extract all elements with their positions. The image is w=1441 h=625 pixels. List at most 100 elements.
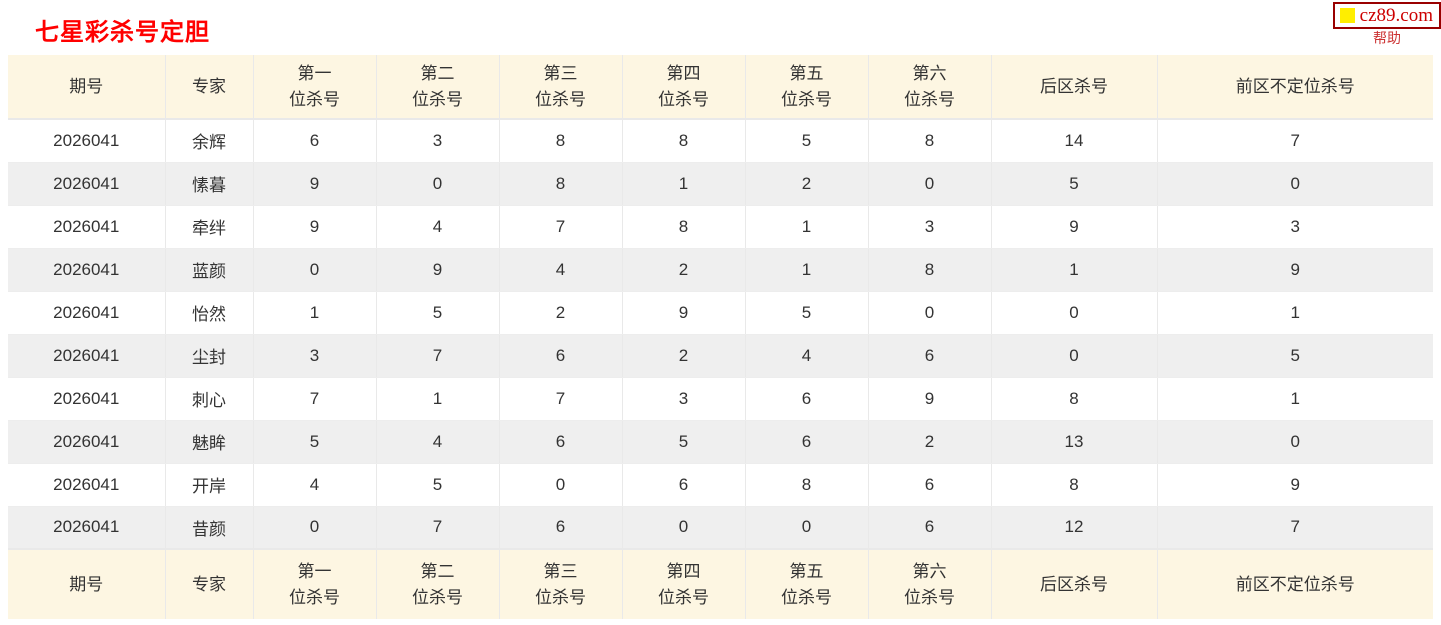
table-row: 2026041 余辉 6 3 8 8 5 8 14 7 [8, 119, 1433, 163]
table-row: 2026041 牵绊 9 4 7 8 1 3 9 3 [8, 205, 1433, 249]
kill-value-cell: 8 [745, 463, 869, 507]
kill-value-cell: 7 [499, 205, 623, 249]
kill-value-cell: 6 [868, 463, 992, 507]
kill-value-cell: 7 [376, 334, 500, 378]
col-header-pos6: 第六 位杀号 [868, 548, 992, 619]
kill-value-cell: 8 [622, 119, 746, 163]
col-header-pos6: 第六 位杀号 [868, 55, 992, 120]
kill-value-cell: 8 [868, 248, 992, 292]
kill-value-cell: 5 [376, 463, 500, 507]
expert-cell: 刺心 [165, 377, 254, 421]
logo-square-icon [1339, 8, 1355, 23]
col-header-pos3: 第三 位杀号 [499, 548, 623, 619]
table-row: 2026041 魅眸 5 4 6 5 6 2 13 0 [8, 420, 1433, 464]
kill-value-cell: 6 [499, 420, 623, 464]
col-header-backzone: 后区杀号 [991, 55, 1158, 120]
kill-value-cell: 8 [868, 119, 992, 163]
table-row: 2026041 开岸 4 5 0 6 8 6 8 9 [8, 463, 1433, 507]
kill-value-cell: 3 [376, 119, 500, 163]
kill-value-cell: 7 [376, 506, 500, 550]
kill-value-cell: 0 [1157, 420, 1433, 464]
expert-cell: 余辉 [165, 119, 254, 163]
period-cell: 2026041 [8, 334, 166, 378]
kill-value-cell: 9 [253, 205, 377, 249]
kill-value-cell: 0 [868, 291, 992, 335]
kill-value-cell: 1 [991, 248, 1158, 292]
col-header-period: 期号 [8, 548, 166, 619]
header-row: 期号 专家 第一 位杀号 第二 位杀号 第三 位杀号 第四 位杀号 第五 位杀号 第六 位杀号 后区杀号 前区… [8, 55, 1433, 120]
kill-value-cell: 7 [1157, 506, 1433, 550]
expert-cell: 开岸 [165, 463, 254, 507]
kill-value-cell: 5 [376, 291, 500, 335]
kill-value-cell: 4 [499, 248, 623, 292]
kill-value-cell: 4 [745, 334, 869, 378]
col-header-expert: 专家 [165, 548, 254, 619]
kill-value-cell: 0 [745, 506, 869, 550]
kill-value-cell: 5 [253, 420, 377, 464]
kill-value-cell: 6 [745, 377, 869, 421]
expert-cell: 魅眸 [165, 420, 254, 464]
period-cell: 2026041 [8, 291, 166, 335]
kill-value-cell: 0 [1157, 162, 1433, 206]
kill-value-cell: 6 [745, 420, 869, 464]
table-row: 2026041 怡然 1 5 2 9 5 0 0 1 [8, 291, 1433, 335]
col-header-pos1: 第一 位杀号 [253, 548, 377, 619]
col-header-expert: 专家 [165, 55, 254, 120]
kill-value-cell: 0 [253, 506, 377, 550]
kill-value-cell: 5 [745, 119, 869, 163]
table-row: 2026041 蓝颜 0 9 4 2 1 8 1 9 [8, 248, 1433, 292]
kill-value-cell: 5 [1157, 334, 1433, 378]
kill-value-cell: 9 [253, 162, 377, 206]
expert-cell: 愫暮 [165, 162, 254, 206]
expert-cell: 怡然 [165, 291, 254, 335]
table-row: 2026041 刺心 7 1 7 3 6 9 8 1 [8, 377, 1433, 421]
kill-value-cell: 2 [868, 420, 992, 464]
period-cell: 2026041 [8, 248, 166, 292]
col-header-frontzone: 前区不定位杀号 [1157, 55, 1433, 120]
kill-value-cell: 0 [253, 248, 377, 292]
col-header-backzone: 后区杀号 [991, 548, 1158, 619]
col-header-pos4: 第四 位杀号 [622, 55, 746, 120]
kill-value-cell: 9 [376, 248, 500, 292]
kill-value-cell: 1 [745, 205, 869, 249]
kill-value-cell: 4 [376, 205, 500, 249]
kill-value-cell: 3 [253, 334, 377, 378]
kill-value-cell: 8 [499, 119, 623, 163]
expert-cell: 蓝颜 [165, 248, 254, 292]
kill-value-cell: 9 [991, 205, 1158, 249]
kill-value-cell: 0 [991, 334, 1158, 378]
kill-value-cell: 14 [991, 119, 1158, 163]
kill-value-cell: 0 [868, 162, 992, 206]
expert-cell: 牵绊 [165, 205, 254, 249]
kill-value-cell: 13 [991, 420, 1158, 464]
kill-value-cell: 2 [622, 334, 746, 378]
kill-number-table: 期号 专家 第一 位杀号 第二 位杀号 第三 位杀号 第四 位杀号 第五 位杀号 第六 位杀号 后区杀号 前区… [8, 55, 1433, 619]
col-header-pos5: 第五 位杀号 [745, 55, 869, 120]
help-link[interactable]: 帮助 [1373, 30, 1401, 46]
period-cell: 2026041 [8, 420, 166, 464]
kill-value-cell: 6 [868, 334, 992, 378]
kill-value-cell: 1 [253, 291, 377, 335]
kill-value-cell: 9 [622, 291, 746, 335]
kill-value-cell: 6 [499, 334, 623, 378]
kill-value-cell: 1 [1157, 291, 1433, 335]
kill-value-cell: 1 [745, 248, 869, 292]
kill-value-cell: 8 [622, 205, 746, 249]
kill-value-cell: 6 [622, 463, 746, 507]
kill-value-cell: 8 [499, 162, 623, 206]
kill-value-cell: 0 [499, 463, 623, 507]
kill-value-cell: 8 [991, 463, 1158, 507]
period-cell: 2026041 [8, 205, 166, 249]
footer-row: 期号 专家 第一 位杀号 第二 位杀号 第三 位杀号 第四 位杀号 第五 位杀号 第六 位杀号 后区杀号 前区… [8, 548, 1433, 619]
kill-value-cell: 1 [622, 162, 746, 206]
col-header-frontzone: 前区不定位杀号 [1157, 548, 1433, 619]
kill-value-cell: 8 [991, 377, 1158, 421]
kill-value-cell: 7 [499, 377, 623, 421]
cz89-logo[interactable]: cz89.com [1332, 2, 1441, 29]
expert-cell: 昔颜 [165, 506, 254, 550]
col-header-pos3: 第三 位杀号 [499, 55, 623, 120]
col-header-pos2: 第二 位杀号 [376, 55, 500, 120]
table-row: 2026041 愫暮 9 0 8 1 2 0 5 0 [8, 162, 1433, 206]
kill-value-cell: 0 [991, 291, 1158, 335]
kill-value-cell: 6 [499, 506, 623, 550]
